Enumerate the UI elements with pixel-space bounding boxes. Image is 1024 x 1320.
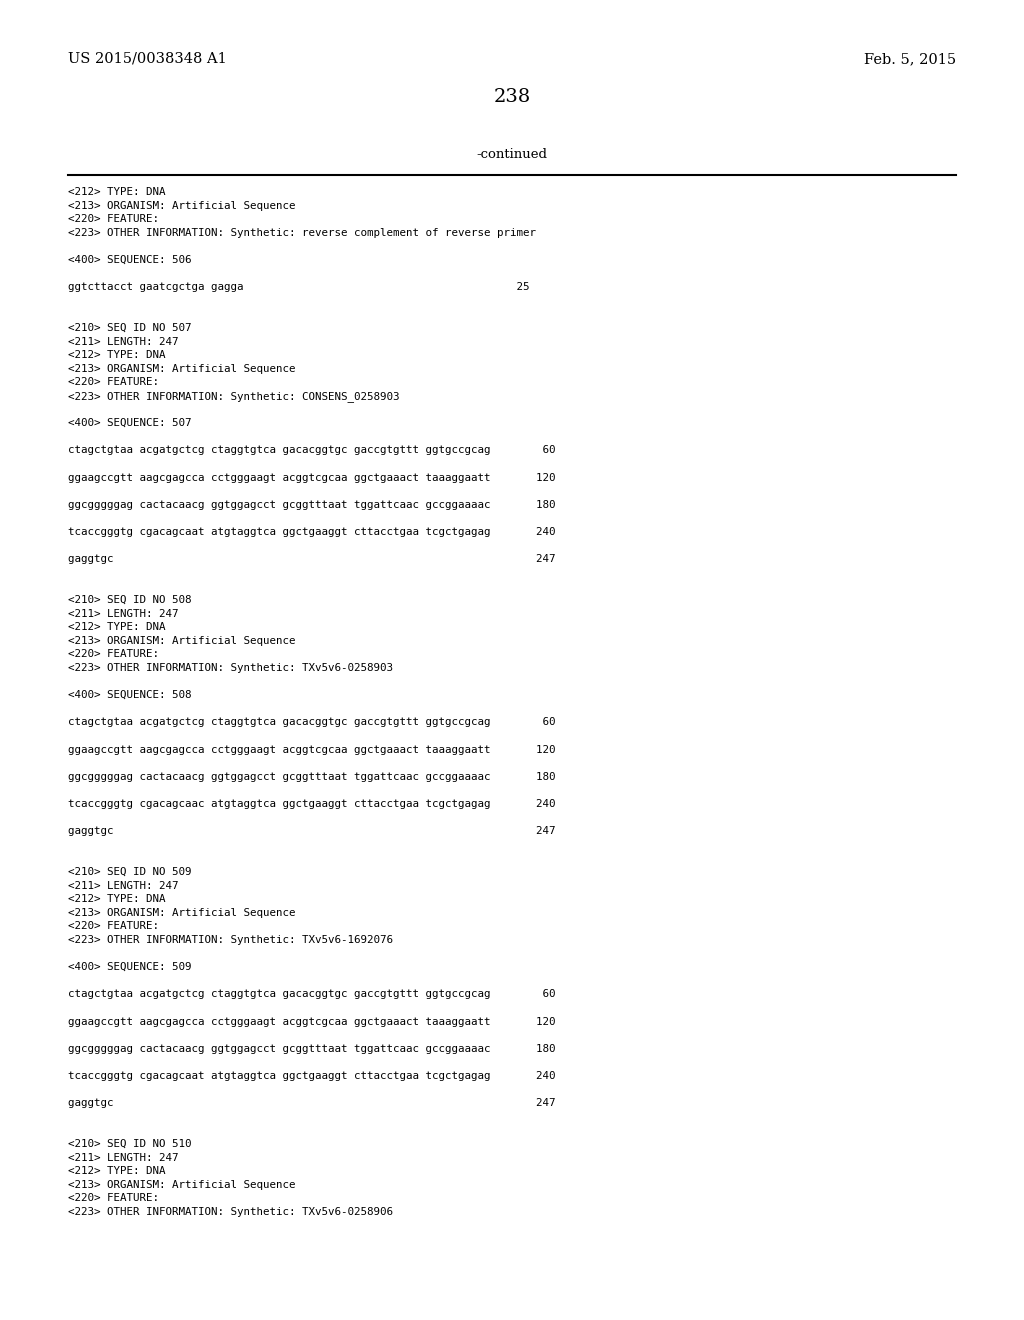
- Text: gaggtgc                                                                 247: gaggtgc 247: [68, 1098, 555, 1109]
- Text: gaggtgc                                                                 247: gaggtgc 247: [68, 826, 555, 836]
- Text: <211> LENGTH: 247: <211> LENGTH: 247: [68, 880, 178, 891]
- Text: <211> LENGTH: 247: <211> LENGTH: 247: [68, 609, 178, 619]
- Text: ggtcttacct gaatcgctga gagga                                          25: ggtcttacct gaatcgctga gagga 25: [68, 282, 529, 292]
- Text: <223> OTHER INFORMATION: Synthetic: TXv5v6-0258906: <223> OTHER INFORMATION: Synthetic: TXv5…: [68, 1206, 393, 1217]
- Text: <213> ORGANISM: Artificial Sequence: <213> ORGANISM: Artificial Sequence: [68, 908, 296, 917]
- Text: tcaccgggtg cgacagcaat atgtaggtca ggctgaaggt cttacctgaa tcgctgagag       240: tcaccgggtg cgacagcaat atgtaggtca ggctgaa…: [68, 527, 555, 537]
- Text: <213> ORGANISM: Artificial Sequence: <213> ORGANISM: Artificial Sequence: [68, 636, 296, 645]
- Text: <210> SEQ ID NO 509: <210> SEQ ID NO 509: [68, 867, 191, 876]
- Text: <400> SEQUENCE: 507: <400> SEQUENCE: 507: [68, 418, 191, 428]
- Text: <220> FEATURE:: <220> FEATURE:: [68, 1193, 159, 1204]
- Text: US 2015/0038348 A1: US 2015/0038348 A1: [68, 51, 226, 66]
- Text: <211> LENGTH: 247: <211> LENGTH: 247: [68, 337, 178, 347]
- Text: <223> OTHER INFORMATION: Synthetic: TXv5v6-0258903: <223> OTHER INFORMATION: Synthetic: TXv5…: [68, 663, 393, 673]
- Text: tcaccgggtg cgacagcaat atgtaggtca ggctgaaggt cttacctgaa tcgctgagag       240: tcaccgggtg cgacagcaat atgtaggtca ggctgaa…: [68, 1071, 555, 1081]
- Text: ggaagccgtt aagcgagcca cctgggaagt acggtcgcaa ggctgaaact taaaggaatt       120: ggaagccgtt aagcgagcca cctgggaagt acggtcg…: [68, 1016, 555, 1027]
- Text: ggcgggggag cactacaacg ggtggagcct gcggtttaat tggattcaac gccggaaaac       180: ggcgggggag cactacaacg ggtggagcct gcggttt…: [68, 500, 555, 510]
- Text: <212> TYPE: DNA: <212> TYPE: DNA: [68, 187, 166, 197]
- Text: ctagctgtaa acgatgctcg ctaggtgtca gacacggtgc gaccgtgttt ggtgccgcag        60: ctagctgtaa acgatgctcg ctaggtgtca gacacgg…: [68, 717, 555, 727]
- Text: <212> TYPE: DNA: <212> TYPE: DNA: [68, 894, 166, 904]
- Text: <223> OTHER INFORMATION: Synthetic: reverse complement of reverse primer: <223> OTHER INFORMATION: Synthetic: reve…: [68, 228, 536, 238]
- Text: <220> FEATURE:: <220> FEATURE:: [68, 649, 159, 660]
- Text: <220> FEATURE:: <220> FEATURE:: [68, 214, 159, 224]
- Text: 238: 238: [494, 88, 530, 106]
- Text: <400> SEQUENCE: 508: <400> SEQUENCE: 508: [68, 690, 191, 700]
- Text: Feb. 5, 2015: Feb. 5, 2015: [864, 51, 956, 66]
- Text: <213> ORGANISM: Artificial Sequence: <213> ORGANISM: Artificial Sequence: [68, 364, 296, 374]
- Text: <213> ORGANISM: Artificial Sequence: <213> ORGANISM: Artificial Sequence: [68, 201, 296, 211]
- Text: <213> ORGANISM: Artificial Sequence: <213> ORGANISM: Artificial Sequence: [68, 1180, 296, 1189]
- Text: <212> TYPE: DNA: <212> TYPE: DNA: [68, 350, 166, 360]
- Text: ggcgggggag cactacaacg ggtggagcct gcggtttaat tggattcaac gccggaaaac       180: ggcgggggag cactacaacg ggtggagcct gcggttt…: [68, 1044, 555, 1053]
- Text: <210> SEQ ID NO 508: <210> SEQ ID NO 508: [68, 595, 191, 605]
- Text: <400> SEQUENCE: 509: <400> SEQUENCE: 509: [68, 962, 191, 973]
- Text: tcaccgggtg cgacagcaac atgtaggtca ggctgaaggt cttacctgaa tcgctgagag       240: tcaccgggtg cgacagcaac atgtaggtca ggctgaa…: [68, 799, 555, 809]
- Text: ggaagccgtt aagcgagcca cctgggaagt acggtcgcaa ggctgaaact taaaggaatt       120: ggaagccgtt aagcgagcca cctgggaagt acggtcg…: [68, 473, 555, 483]
- Text: <210> SEQ ID NO 507: <210> SEQ ID NO 507: [68, 323, 191, 333]
- Text: gaggtgc                                                                 247: gaggtgc 247: [68, 554, 555, 564]
- Text: ctagctgtaa acgatgctcg ctaggtgtca gacacggtgc gaccgtgttt ggtgccgcag        60: ctagctgtaa acgatgctcg ctaggtgtca gacacgg…: [68, 445, 555, 455]
- Text: ggcgggggag cactacaacg ggtggagcct gcggtttaat tggattcaac gccggaaaac       180: ggcgggggag cactacaacg ggtggagcct gcggttt…: [68, 772, 555, 781]
- Text: <212> TYPE: DNA: <212> TYPE: DNA: [68, 1166, 166, 1176]
- Text: ggaagccgtt aagcgagcca cctgggaagt acggtcgcaa ggctgaaact taaaggaatt       120: ggaagccgtt aagcgagcca cctgggaagt acggtcg…: [68, 744, 555, 755]
- Text: <400> SEQUENCE: 506: <400> SEQUENCE: 506: [68, 255, 191, 265]
- Text: -continued: -continued: [476, 148, 548, 161]
- Text: <223> OTHER INFORMATION: Synthetic: CONSENS_0258903: <223> OTHER INFORMATION: Synthetic: CONS…: [68, 391, 399, 401]
- Text: <220> FEATURE:: <220> FEATURE:: [68, 378, 159, 387]
- Text: <223> OTHER INFORMATION: Synthetic: TXv5v6-1692076: <223> OTHER INFORMATION: Synthetic: TXv5…: [68, 935, 393, 945]
- Text: <211> LENGTH: 247: <211> LENGTH: 247: [68, 1152, 178, 1163]
- Text: <210> SEQ ID NO 510: <210> SEQ ID NO 510: [68, 1139, 191, 1148]
- Text: ctagctgtaa acgatgctcg ctaggtgtca gacacggtgc gaccgtgttt ggtgccgcag        60: ctagctgtaa acgatgctcg ctaggtgtca gacacgg…: [68, 990, 555, 999]
- Text: <220> FEATURE:: <220> FEATURE:: [68, 921, 159, 932]
- Text: <212> TYPE: DNA: <212> TYPE: DNA: [68, 622, 166, 632]
